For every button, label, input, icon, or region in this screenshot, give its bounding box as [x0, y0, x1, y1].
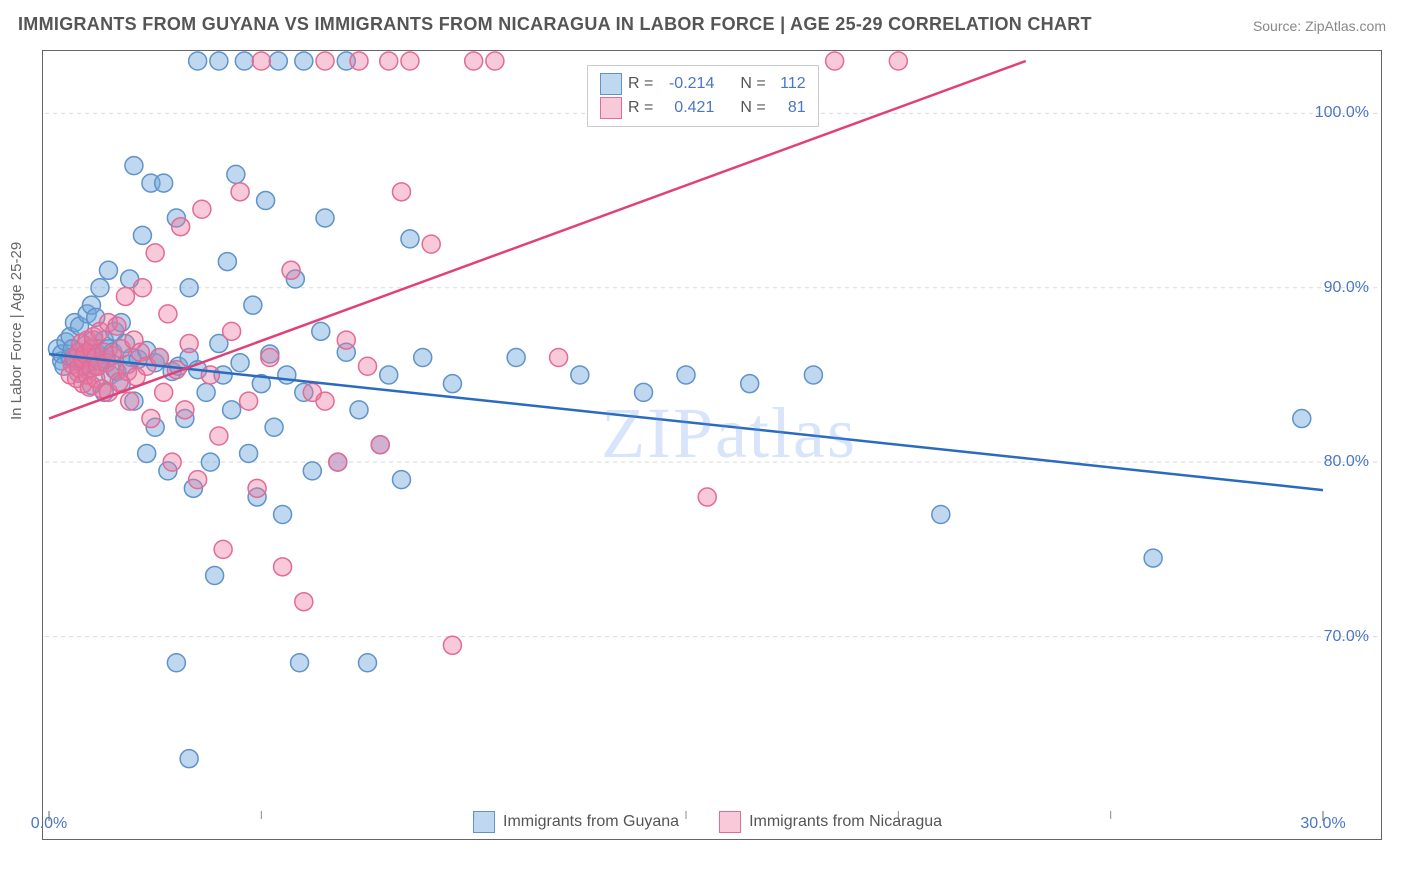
- legend-series: Immigrants from Guyana Immigrants from Ni…: [473, 811, 942, 833]
- legend-series-item: Immigrants from Guyana: [473, 811, 679, 833]
- legend-stat-row: R =-0.214N =112: [600, 72, 806, 96]
- legend-series-item: Immigrants from Nicaragua: [719, 811, 942, 833]
- y-tick-label: 100.0%: [1315, 104, 1369, 122]
- chart-area: ZIPatlas 70.0%80.0%90.0%100.0% 0.0%30.0%…: [42, 50, 1382, 840]
- scatter-svg: [43, 51, 1383, 841]
- x-tick-label: 0.0%: [31, 815, 67, 833]
- y-tick-label: 90.0%: [1324, 279, 1369, 297]
- source-attribution: Source: ZipAtlas.com: [1253, 18, 1386, 34]
- x-tick-label: 30.0%: [1300, 815, 1345, 833]
- y-axis-label: In Labor Force | Age 25-29: [8, 242, 25, 420]
- chart-title: IMMIGRANTS FROM GUYANA VS IMMIGRANTS FRO…: [18, 14, 1092, 35]
- y-tick-label: 70.0%: [1324, 628, 1369, 646]
- legend-stat-row: R = 0.421N = 81: [600, 96, 806, 120]
- y-tick-label: 80.0%: [1324, 453, 1369, 471]
- legend-stats-box: R =-0.214N =112R = 0.421N = 81: [587, 65, 819, 127]
